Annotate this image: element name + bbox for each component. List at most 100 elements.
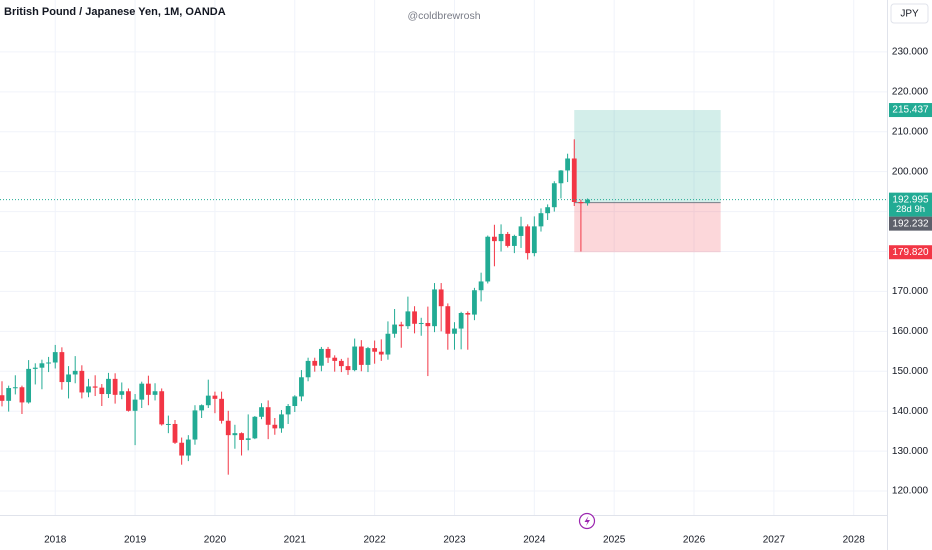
candle-body xyxy=(225,420,231,436)
y-tick-label: 130.000 xyxy=(892,446,929,457)
last-price-box xyxy=(889,192,932,217)
candle-body xyxy=(145,383,151,395)
y-tick-label: 200.000 xyxy=(892,166,929,177)
y-tick-label: 120.000 xyxy=(892,486,929,497)
plot xyxy=(0,110,887,475)
candle-body xyxy=(558,170,564,184)
candle-body xyxy=(252,416,258,439)
candle-body xyxy=(565,158,570,171)
candle-body xyxy=(185,439,191,456)
candle-body xyxy=(312,360,318,366)
candle-body xyxy=(86,386,91,393)
candle-body xyxy=(358,346,364,365)
candle-body xyxy=(425,322,431,327)
x-tick-label: 2027 xyxy=(763,535,786,546)
candle-body xyxy=(272,424,278,429)
candle-body xyxy=(445,306,451,334)
candle-body xyxy=(32,367,38,369)
loss-zone xyxy=(574,202,721,253)
candle-body xyxy=(59,352,65,383)
x-tick-label: 2023 xyxy=(443,535,466,546)
candle-body xyxy=(525,226,531,254)
candle-body xyxy=(172,423,178,443)
candle-body xyxy=(352,346,358,371)
candle-body xyxy=(472,290,477,315)
candle-body xyxy=(325,348,331,358)
x-tick-label: 2018 xyxy=(44,535,67,546)
candle-body xyxy=(26,368,32,403)
candle-body xyxy=(239,433,244,440)
entry-label-box xyxy=(889,216,932,231)
candle-body xyxy=(452,328,457,334)
candle-body xyxy=(432,289,437,327)
candle-body xyxy=(52,352,58,363)
stop-label: 179.820 xyxy=(892,247,929,258)
y-tick-label: 170.000 xyxy=(892,286,929,297)
candle-body xyxy=(259,407,264,417)
candle-body xyxy=(372,348,378,352)
candle-body xyxy=(319,348,324,366)
candle-body xyxy=(265,407,271,425)
candle-body xyxy=(79,370,85,393)
candle-body xyxy=(365,348,371,365)
candle-body xyxy=(66,374,71,383)
candle-body xyxy=(119,391,125,395)
candle-body xyxy=(12,387,18,389)
candle-body xyxy=(505,233,511,246)
y-tick-label: 230.000 xyxy=(892,47,929,58)
candle-body xyxy=(152,391,158,395)
candle-body xyxy=(212,395,218,399)
event-bolt xyxy=(584,516,590,526)
candle-body xyxy=(418,322,424,324)
candle-body xyxy=(545,207,551,214)
candle-body xyxy=(485,236,491,282)
candle-body xyxy=(112,378,118,395)
x-tick-label: 2019 xyxy=(124,535,147,546)
candle-body xyxy=(551,183,557,208)
candle-body xyxy=(385,333,391,355)
currency-button[interactable] xyxy=(890,3,929,24)
candle-body xyxy=(72,370,78,375)
candle-body xyxy=(478,281,484,291)
candle-body xyxy=(39,363,45,368)
candle-body xyxy=(279,414,284,429)
candle-body xyxy=(492,236,497,242)
candle-body xyxy=(518,226,524,236)
profit-zone xyxy=(574,110,721,203)
candle-body xyxy=(299,377,304,397)
candle-body xyxy=(571,158,577,203)
x-tick-label: 2025 xyxy=(603,535,626,546)
candle-body xyxy=(511,235,517,246)
candle-body xyxy=(179,442,185,456)
candle-body xyxy=(106,378,111,395)
candle-body xyxy=(585,199,590,204)
candle-body xyxy=(126,391,131,411)
target-label: 215.437 xyxy=(892,105,929,116)
y-tick-label: 220.000 xyxy=(892,86,929,97)
candle-body xyxy=(6,388,12,401)
candle-body xyxy=(338,360,344,367)
y-tick-label: 210.000 xyxy=(892,126,929,137)
y-tick-label: 150.000 xyxy=(892,366,929,377)
candle-body xyxy=(19,387,25,403)
watermark: @coldbrewrosh xyxy=(407,10,480,22)
candle-body xyxy=(498,233,504,242)
candle-body xyxy=(345,366,351,371)
candle-body xyxy=(132,399,138,411)
candle-body xyxy=(378,351,384,355)
candle-body xyxy=(465,312,471,315)
candle-body xyxy=(46,362,51,364)
currency-label[interactable]: JPY xyxy=(900,9,919,20)
x-tick-label: 2022 xyxy=(364,535,387,546)
candle-body xyxy=(0,395,5,401)
candle-body xyxy=(205,395,211,406)
candle-body xyxy=(159,391,165,425)
candle-body xyxy=(219,398,224,421)
candle-body xyxy=(405,311,411,327)
candle-body xyxy=(92,386,98,388)
candle-body xyxy=(139,383,145,400)
candle-body xyxy=(165,423,171,425)
candle-body xyxy=(458,312,464,329)
chart-title: British Pound / Japanese Yen, 1M, OANDA xyxy=(4,6,226,18)
